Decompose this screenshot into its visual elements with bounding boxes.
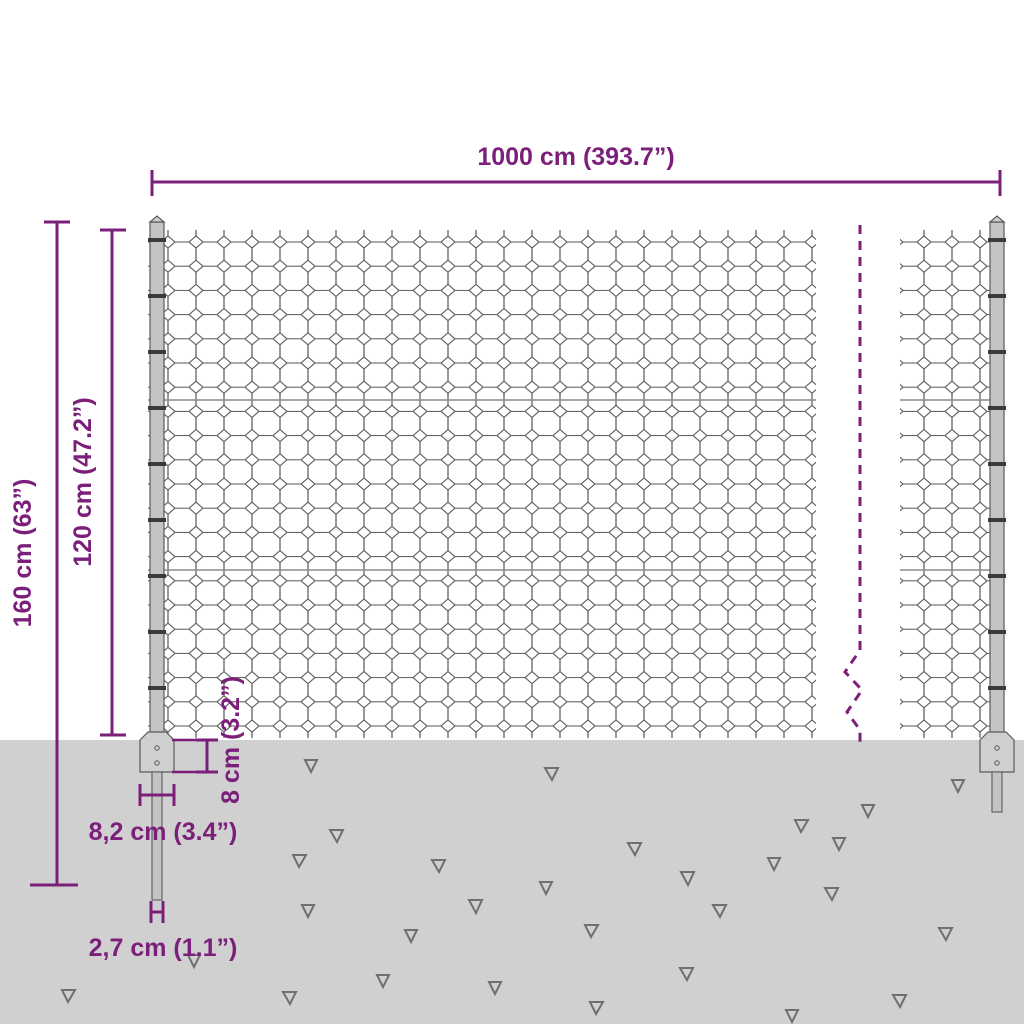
ground-area [0, 740, 1024, 1024]
mesh-panel-right [900, 230, 1004, 738]
ground-texture [60, 759, 966, 1024]
dimension-post-thickness-label: 2,7 cm (1.1”) [89, 934, 238, 962]
post-right [979, 215, 1015, 813]
dimension-total-length-label: 1000 cm (393.7”) [477, 143, 674, 171]
dimension-bracket-height-label: 8 cm (3.2”) [217, 676, 245, 804]
dimension-lines [30, 170, 1002, 923]
dimension-total-height-label: 160 cm (63”) [9, 479, 37, 628]
dimension-mesh-height-label: 120 cm (47.2”) [69, 397, 97, 567]
mesh-panel-main [148, 230, 816, 738]
dimension-post-width-label: 8,2 cm (3.4”) [89, 818, 238, 846]
break-line [843, 225, 864, 745]
post-left [139, 215, 175, 901]
